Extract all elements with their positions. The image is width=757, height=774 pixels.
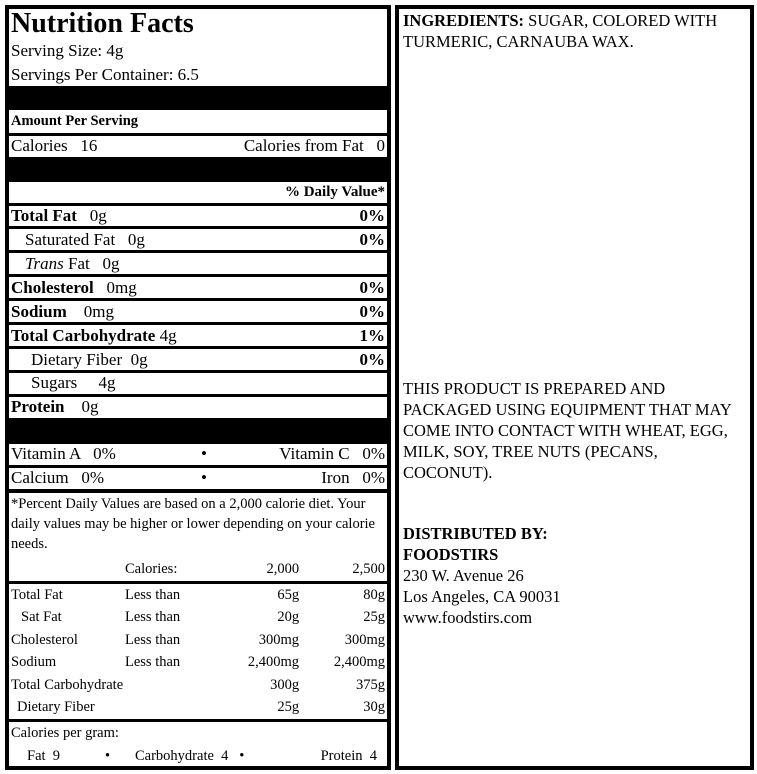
nutrition-facts-panel: Nutrition Facts Serving Size: 4g Serving…	[5, 5, 391, 770]
calories-fat-value: 0	[376, 136, 386, 156]
nutrient-row-total-carbohydrate: Total Carbohydrate 4g 1%	[9, 325, 387, 350]
distributor-block: DISTRIBUTED BY: FOODSTIRS 230 W. Avenue …	[403, 523, 746, 628]
address-line-1: 230 W. Avenue 26	[403, 566, 524, 585]
vitamin-row-1: Vitamin A 0% • Vitamin C 0%	[9, 444, 387, 468]
address-line-2: Los Angeles, CA 90031	[403, 587, 561, 606]
divider-bar	[9, 86, 387, 110]
header-block: Nutrition Facts Serving Size: 4g Serving…	[9, 9, 387, 86]
calories-per-gram-label: Calories per gram:	[11, 725, 119, 742]
table-row: Dietary Fiber 25g 30g	[9, 697, 387, 721]
servings-per-container: Servings Per Container: 6.5	[11, 65, 199, 84]
daily-value-header: % Daily Value*	[9, 182, 387, 206]
nutrient-row-dietary-fiber: Dietary Fiber 0g 0%	[9, 349, 387, 374]
calories-fat-label: Calories from Fat	[243, 136, 364, 156]
website: www.foodstirs.com	[403, 608, 533, 627]
distributed-label: DISTRIBUTED BY:	[403, 524, 548, 543]
nutrient-row-sugars: Sugars 4g	[9, 373, 387, 397]
nutrient-row-cholesterol: Cholesterol 0mg 0%	[9, 277, 387, 302]
divider-bar	[9, 417, 387, 444]
vitamin-row-2: Calcium 0% • Iron 0%	[9, 468, 387, 493]
bullet: •	[201, 444, 207, 464]
footnote: *Percent Daily Values are based on a 2,0…	[11, 495, 375, 552]
amount-per-serving: Amount Per Serving	[9, 110, 387, 136]
nutrient-row-protein: Protein 0g	[11, 397, 99, 417]
serving-size: Serving Size: 4g	[11, 41, 124, 60]
table-header: Calories: 2,000 2,500	[9, 559, 387, 583]
ingredients-text: SUGAR, COLORED WITH TURMERIC, CARNAUBA W…	[403, 11, 718, 51]
ingredients-panel: INGREDIENTS: SUGAR, COLORED WITH TURMERI…	[395, 5, 754, 770]
divider-bar	[9, 156, 387, 182]
calories-value: 16	[80, 136, 98, 156]
ingredients: INGREDIENTS: SUGAR, COLORED WITH TURMERI…	[403, 10, 746, 52]
allergen-statement: THIS PRODUCT IS PREPARED AND PACKAGED US…	[403, 379, 732, 482]
nutrient-row-total-fat: Total Fat 0g 0%	[9, 206, 387, 230]
table-row: Total Carbohydrate 300g 375g	[11, 676, 385, 693]
daily-values-table: Calories: 2,000 2,500 Total Fat Less than 65…	[9, 559, 387, 723]
company-name: FOODSTIRS	[403, 545, 499, 564]
table-row: Sat Fat Less than 20g 25g	[21, 609, 385, 626]
nutrient-row-trans-fat: Trans Fat 0g	[9, 253, 387, 278]
calories-label: Calories	[11, 136, 68, 156]
bullet: •	[201, 468, 207, 488]
table-row: Total Fat Less than 65g 80g	[11, 586, 385, 603]
table-row: Sodium Less than 2,400mg 2,400mg	[11, 654, 385, 671]
calories-per-gram-row: Fat 9 • Carbohydrate 4 • Protein 4	[27, 748, 377, 765]
calories-row: Calories 16 Calories from Fat 0	[9, 136, 387, 157]
table-row: Cholesterol Less than 300mg 300mg	[11, 631, 385, 648]
footnote-block: *Percent Daily Values are based on a 2,0…	[9, 493, 387, 767]
ingredients-label: INGREDIENTS:	[403, 11, 525, 30]
title: Nutrition Facts	[11, 8, 194, 39]
nutrient-row-sodium: Sodium 0mg 0%	[9, 301, 387, 326]
nutrient-row-saturated-fat: Saturated Fat 0g 0%	[9, 229, 387, 254]
